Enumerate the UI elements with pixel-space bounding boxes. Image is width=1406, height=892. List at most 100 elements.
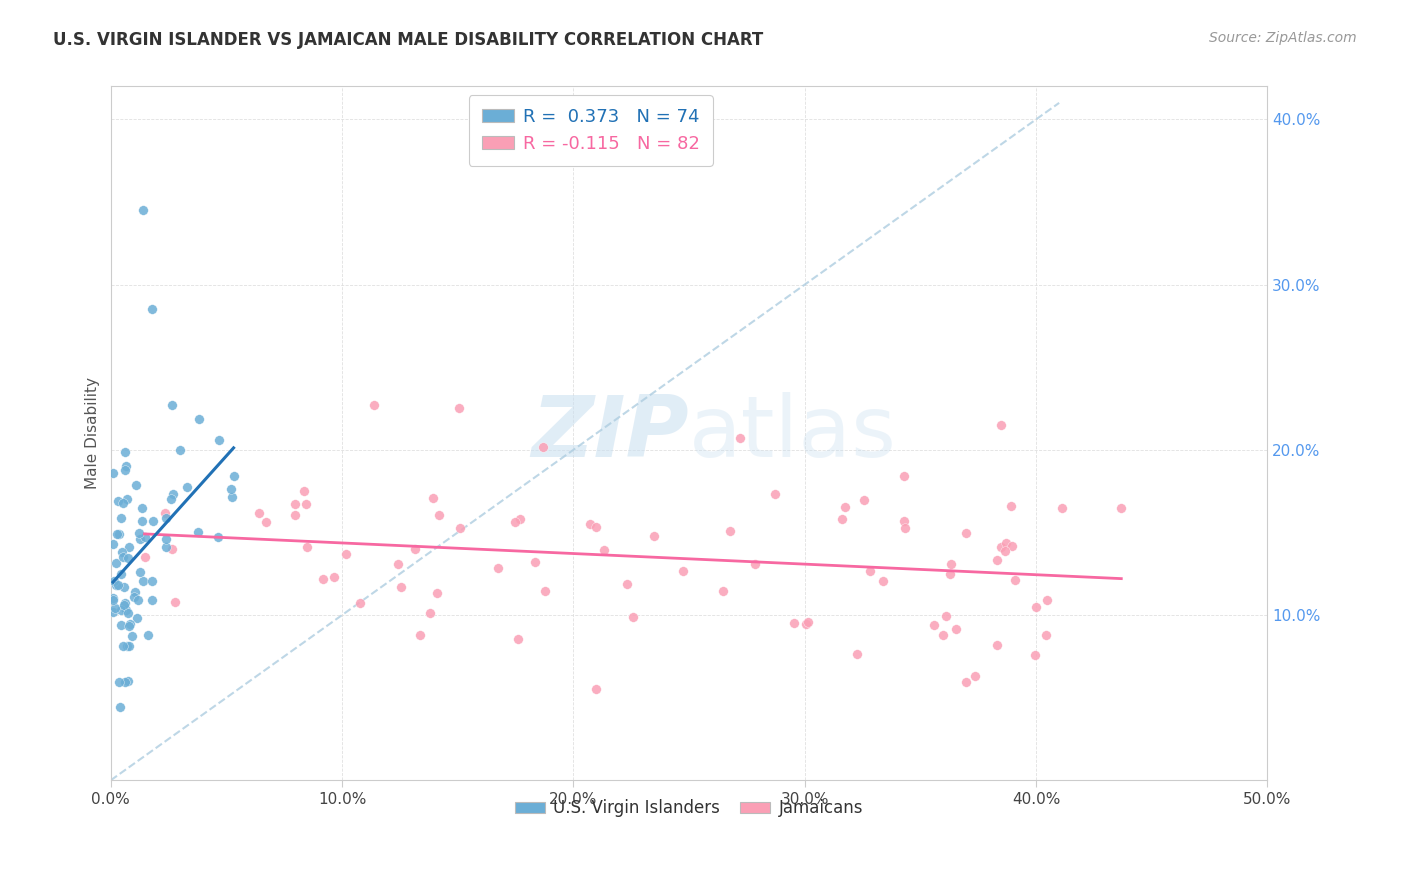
Point — [859, 564, 882, 578]
Point — [128, 525, 150, 540]
Point — [254, 515, 277, 529]
Point — [101, 593, 124, 607]
Point — [115, 458, 138, 473]
Text: ZIP: ZIP — [531, 392, 689, 475]
Point — [323, 569, 346, 583]
Point — [169, 442, 191, 457]
Point — [187, 524, 209, 539]
Point — [585, 682, 607, 697]
Point — [932, 628, 955, 642]
Point — [894, 520, 917, 534]
Point — [132, 203, 155, 218]
Point — [718, 524, 741, 538]
Point — [124, 584, 146, 599]
Point — [162, 486, 184, 500]
Point — [935, 608, 957, 623]
Point — [219, 482, 242, 496]
Point — [114, 445, 136, 459]
Point — [155, 532, 177, 546]
Point — [142, 514, 165, 528]
Point — [533, 583, 555, 598]
Point — [763, 486, 786, 500]
Point — [153, 506, 176, 520]
Point — [155, 540, 177, 554]
Point — [621, 610, 644, 624]
Point — [1036, 593, 1059, 607]
Point — [524, 555, 547, 569]
Point — [995, 536, 1018, 550]
Point — [118, 639, 141, 653]
Point — [155, 511, 177, 525]
Point — [939, 557, 962, 571]
Point — [449, 401, 471, 416]
Point — [585, 520, 607, 534]
Y-axis label: Male Disability: Male Disability — [86, 377, 100, 490]
Point — [163, 594, 186, 608]
Point — [404, 542, 426, 557]
Point — [114, 603, 136, 617]
Point — [744, 558, 766, 572]
Point — [129, 565, 152, 579]
Point — [107, 493, 129, 508]
Text: U.S. VIRGIN ISLANDER VS JAMAICAN MALE DISABILITY CORRELATION CHART: U.S. VIRGIN ISLANDER VS JAMAICAN MALE DI… — [53, 31, 763, 49]
Point — [120, 617, 142, 632]
Point — [312, 573, 335, 587]
Point — [115, 639, 138, 653]
Point — [104, 601, 127, 615]
Point — [994, 544, 1017, 558]
Point — [105, 556, 128, 570]
Point — [222, 469, 245, 483]
Point — [160, 492, 183, 507]
Point — [118, 619, 141, 633]
Text: atlas: atlas — [689, 392, 897, 475]
Point — [419, 607, 441, 621]
Point — [616, 576, 638, 591]
Point — [1111, 501, 1133, 516]
Point — [990, 540, 1012, 554]
Point — [1024, 648, 1046, 663]
Point — [1001, 539, 1024, 553]
Point — [449, 521, 471, 535]
Point — [107, 527, 129, 541]
Text: Source: ZipAtlas.com: Source: ZipAtlas.com — [1209, 31, 1357, 45]
Point — [125, 611, 148, 625]
Point — [141, 302, 163, 317]
Point — [108, 675, 131, 690]
Point — [176, 480, 198, 494]
Point — [845, 647, 868, 661]
Point — [579, 517, 602, 532]
Point — [986, 553, 1008, 567]
Point — [672, 564, 695, 578]
Point — [115, 491, 138, 506]
Point — [117, 551, 139, 566]
Point — [117, 673, 139, 688]
Point — [986, 638, 1008, 652]
Point — [132, 574, 155, 588]
Point — [110, 511, 132, 525]
Point — [101, 466, 124, 480]
Point — [141, 574, 163, 588]
Point — [117, 540, 139, 554]
Point — [387, 558, 409, 572]
Point — [853, 493, 876, 508]
Point — [112, 580, 135, 594]
Point — [114, 675, 136, 690]
Point — [111, 545, 134, 559]
Point — [1035, 628, 1057, 642]
Point — [131, 514, 153, 528]
Point — [249, 506, 271, 520]
Point — [1052, 500, 1074, 515]
Point — [110, 567, 132, 582]
Point — [131, 500, 153, 515]
Point — [794, 617, 817, 632]
Point — [1004, 573, 1026, 587]
Point — [1000, 499, 1022, 513]
Point — [426, 586, 449, 600]
Point — [389, 580, 412, 594]
Point — [509, 512, 531, 526]
Point — [221, 490, 243, 504]
Point — [105, 527, 128, 541]
Point — [114, 596, 136, 610]
Point — [955, 526, 977, 541]
Point — [134, 530, 156, 544]
